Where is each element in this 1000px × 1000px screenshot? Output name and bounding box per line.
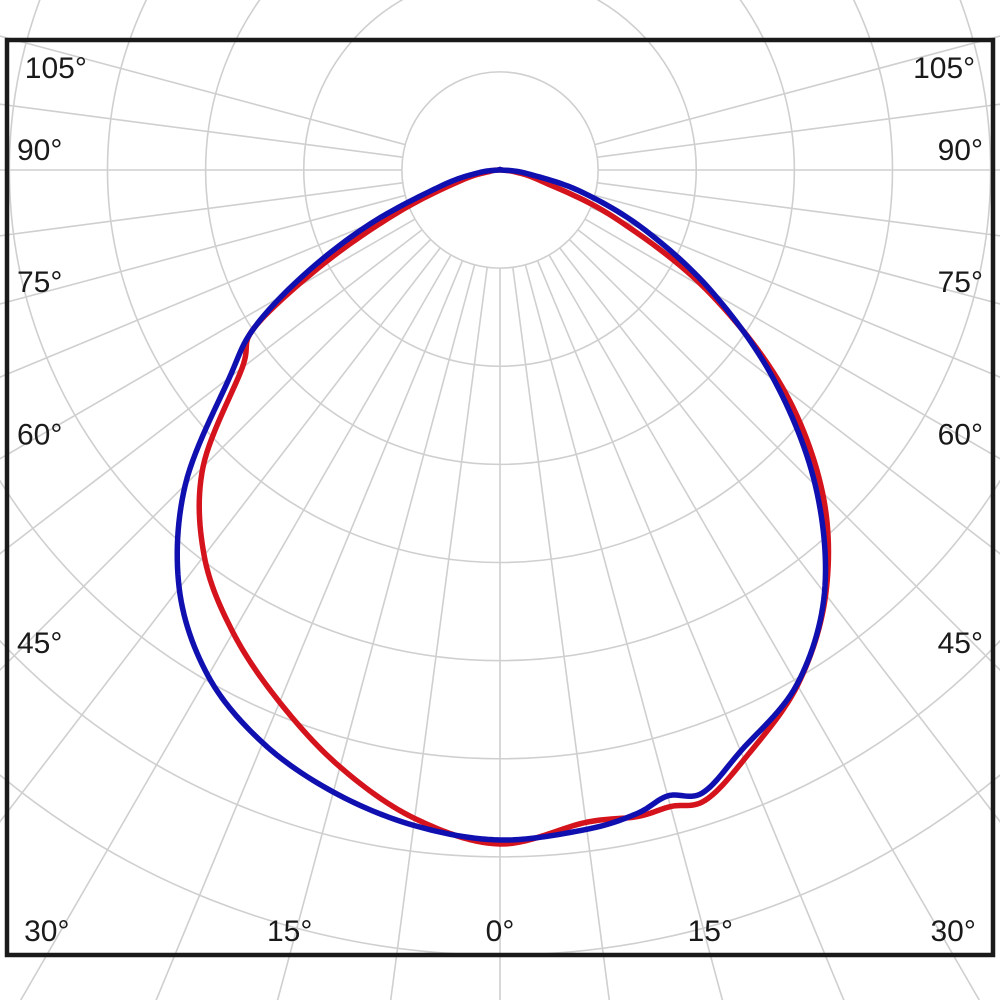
svg-text:0°: 0° (486, 915, 515, 948)
svg-text:15°: 15° (688, 915, 733, 948)
svg-text:15°: 15° (267, 915, 312, 948)
svg-text:60°: 60° (17, 419, 62, 452)
svg-text:105°: 105° (913, 52, 975, 85)
svg-text:75°: 75° (17, 266, 62, 299)
svg-text:45°: 45° (17, 627, 62, 660)
svg-text:60°: 60° (938, 419, 983, 452)
svg-text:90°: 90° (938, 134, 983, 167)
svg-text:45°: 45° (938, 627, 983, 660)
svg-text:105°: 105° (25, 52, 87, 85)
svg-text:30°: 30° (931, 915, 976, 948)
svg-text:90°: 90° (17, 134, 62, 167)
svg-text:75°: 75° (938, 266, 983, 299)
svg-text:30°: 30° (24, 915, 69, 948)
